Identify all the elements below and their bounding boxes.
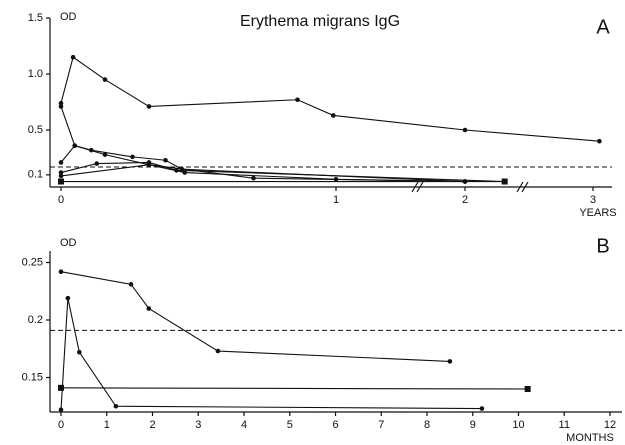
point	[102, 77, 108, 82]
series-line	[60, 271, 450, 362]
y-tick-label: 1.0	[28, 68, 43, 80]
point	[58, 407, 64, 413]
point	[462, 127, 468, 133]
y-axis-label: OD	[60, 11, 77, 23]
y-tick-label: 0.5	[28, 124, 43, 136]
x-tick-label: 8	[424, 419, 430, 431]
point	[182, 170, 188, 175]
y-tick-label: 0.2	[28, 314, 43, 326]
x-tick-label: 2	[149, 419, 155, 431]
point	[58, 269, 64, 275]
y-tick-label: 0.15	[22, 371, 43, 383]
point	[102, 152, 108, 157]
x-tick-label: 7	[378, 419, 384, 431]
x-tick-label: 3	[590, 194, 596, 206]
point	[65, 295, 71, 301]
point	[58, 104, 64, 109]
point	[58, 384, 64, 391]
point	[163, 157, 168, 163]
x-tick-label: 5	[287, 419, 293, 431]
series-line	[60, 164, 466, 183]
point	[447, 359, 453, 364]
point	[58, 160, 64, 165]
point	[479, 406, 485, 411]
point	[215, 348, 221, 354]
x-tick-label: 3	[195, 419, 201, 431]
point	[58, 100, 64, 106]
point	[146, 162, 152, 168]
x-tick-label: 1	[104, 419, 110, 431]
series-line	[60, 387, 528, 390]
x-tick-label: 0	[58, 419, 64, 431]
x-tick-label: 1	[333, 194, 339, 206]
point	[330, 113, 336, 118]
y-tick-label: 1.5	[28, 12, 43, 24]
point	[295, 97, 300, 103]
point	[72, 143, 78, 148]
x-tick-label: 4	[241, 419, 247, 431]
x-tick-label: 2	[462, 194, 468, 206]
x-axis-label: MONTHS	[566, 432, 614, 444]
x-tick-label: 6	[332, 419, 338, 431]
point	[130, 154, 135, 160]
point	[146, 306, 152, 311]
chart-title: Erythema migrans IgG	[240, 13, 400, 30]
point	[70, 54, 76, 60]
point	[501, 178, 508, 185]
point	[174, 168, 179, 173]
x-axis-label: YEARS	[579, 207, 616, 219]
point	[128, 282, 134, 287]
x-tick-label: 10	[512, 419, 524, 431]
point	[58, 173, 64, 179]
point	[77, 349, 82, 355]
point	[58, 170, 64, 175]
y-tick-label: 0.25	[22, 256, 43, 268]
series-line	[60, 106, 466, 183]
point	[597, 138, 602, 144]
point	[113, 403, 119, 409]
x-tick-label: 9	[470, 419, 476, 431]
point	[94, 161, 100, 166]
y-tick-label: 0.1	[28, 169, 43, 181]
x-tick-label: 11	[559, 419, 570, 431]
point	[88, 147, 94, 153]
x-tick-label: 12	[604, 419, 616, 431]
panel-label: A	[596, 16, 610, 38]
point	[58, 178, 64, 185]
point	[146, 104, 152, 109]
x-tick-label: 0	[58, 194, 64, 206]
series-line	[60, 56, 600, 142]
panel-label: B	[596, 235, 609, 257]
point	[251, 175, 256, 181]
point	[524, 386, 531, 392]
y-axis-label: OD	[60, 237, 77, 249]
